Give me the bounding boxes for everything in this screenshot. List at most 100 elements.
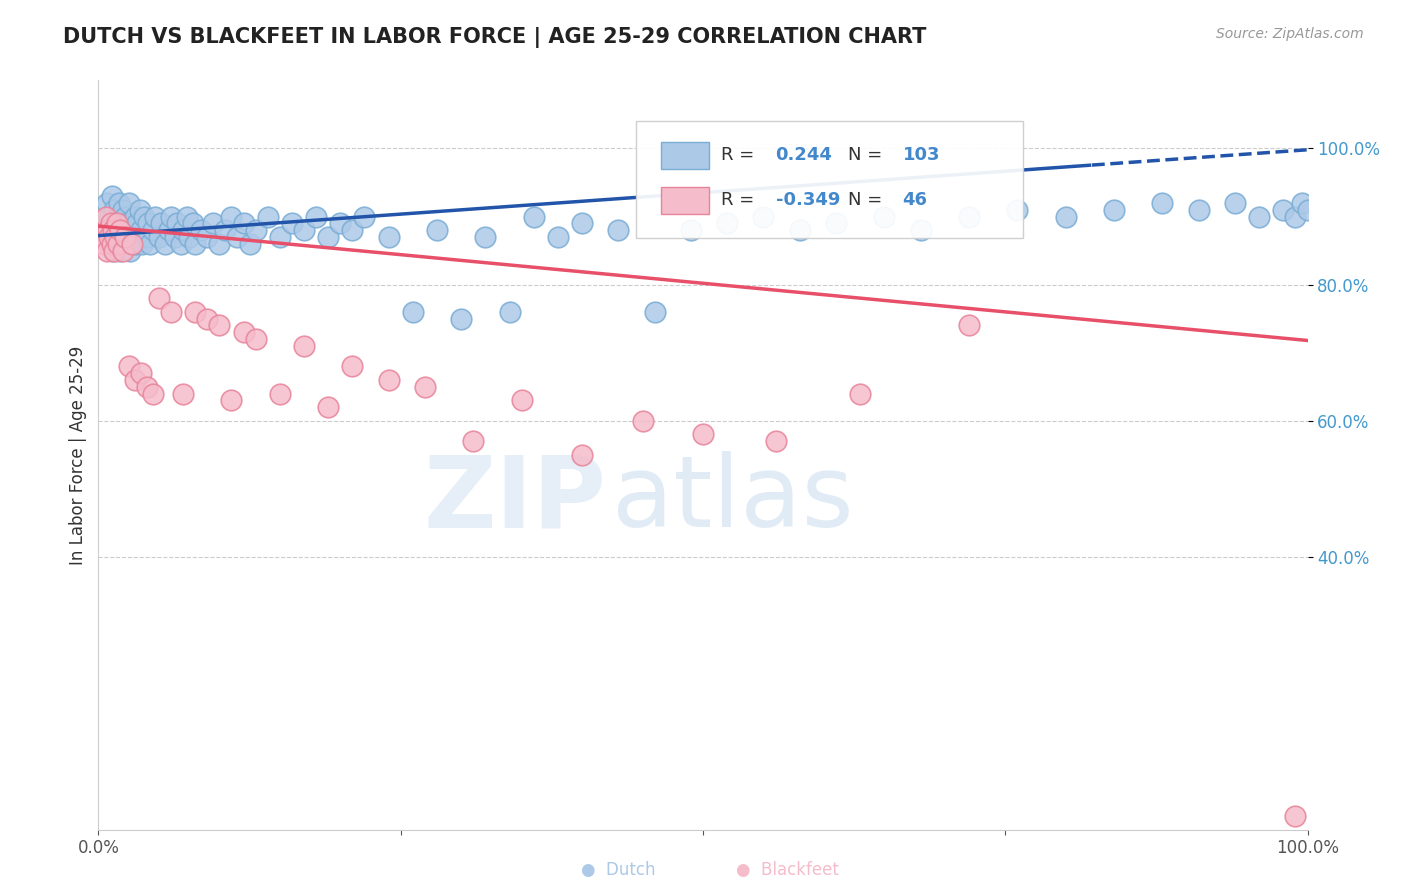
Point	[377, 373, 399, 387]
Text: N =: N =	[848, 191, 889, 209]
Text: Source: ZipAtlas.com: Source: ZipAtlas.com	[1216, 27, 1364, 41]
Point	[176, 210, 198, 224]
Point	[292, 223, 315, 237]
Point	[118, 195, 141, 210]
Text: 46: 46	[903, 191, 928, 209]
Point	[679, 223, 702, 237]
Point	[142, 223, 165, 237]
Point	[107, 230, 129, 244]
Point	[121, 230, 143, 244]
Point	[226, 230, 249, 244]
Point	[607, 223, 630, 237]
Point	[127, 230, 149, 244]
Point	[256, 210, 278, 224]
Point	[232, 216, 254, 230]
Point	[523, 210, 546, 224]
Point	[112, 236, 135, 251]
Point	[1272, 202, 1295, 217]
Point	[269, 230, 291, 244]
Point	[100, 236, 122, 251]
Point	[849, 386, 872, 401]
Point	[181, 216, 204, 230]
Point	[825, 216, 848, 230]
Point	[208, 236, 231, 251]
Text: atlas: atlas	[613, 451, 853, 549]
Point	[100, 236, 122, 251]
Point	[571, 216, 593, 230]
Point	[214, 223, 236, 237]
Point	[239, 236, 262, 251]
Point	[305, 210, 328, 224]
Point	[98, 210, 121, 224]
Point	[142, 386, 165, 401]
Point	[1188, 202, 1211, 217]
Point	[232, 326, 254, 340]
Point	[329, 216, 352, 230]
Point	[93, 236, 115, 251]
Point	[221, 393, 243, 408]
Point	[160, 305, 183, 319]
Point	[789, 223, 811, 237]
Point	[353, 210, 375, 224]
Point	[100, 189, 122, 203]
Point	[91, 230, 114, 244]
Point	[957, 318, 980, 333]
Point	[184, 236, 207, 251]
Point	[716, 216, 738, 230]
Point	[100, 216, 122, 230]
Point	[104, 230, 127, 244]
Point	[96, 195, 118, 210]
Point	[269, 386, 291, 401]
Point	[121, 236, 143, 251]
Point	[377, 230, 399, 244]
Point	[108, 195, 131, 210]
Point	[150, 216, 173, 230]
Point	[195, 230, 218, 244]
Point	[157, 223, 180, 237]
Point	[110, 230, 132, 244]
Point	[94, 210, 117, 224]
Point	[195, 311, 218, 326]
Point	[179, 230, 201, 244]
Point	[1054, 210, 1077, 224]
Point	[873, 210, 896, 224]
Point	[97, 230, 120, 244]
Point	[1284, 210, 1306, 224]
Text: N =: N =	[848, 146, 889, 164]
Point	[103, 202, 125, 217]
Point	[129, 223, 152, 237]
Point	[108, 244, 131, 258]
Point	[571, 448, 593, 462]
Point	[124, 373, 146, 387]
Point	[1102, 202, 1125, 217]
Point	[292, 339, 315, 353]
Point	[125, 236, 148, 251]
Point	[139, 236, 162, 251]
Point	[127, 216, 149, 230]
Point	[474, 230, 496, 244]
Text: 103: 103	[903, 146, 941, 164]
Point	[105, 236, 128, 251]
Point	[124, 210, 146, 224]
Text: R =: R =	[721, 191, 761, 209]
Point	[413, 380, 436, 394]
Point	[765, 434, 787, 449]
Point	[463, 434, 485, 449]
Point	[128, 202, 150, 217]
Point	[93, 223, 115, 237]
Point	[153, 236, 176, 251]
Point	[105, 216, 128, 230]
Text: R =: R =	[721, 146, 761, 164]
Point	[510, 393, 533, 408]
Point	[208, 318, 231, 333]
FancyBboxPatch shape	[661, 142, 709, 169]
Point	[148, 230, 170, 244]
Point	[108, 223, 131, 237]
Point	[1284, 809, 1306, 823]
Point	[98, 230, 121, 244]
Point	[114, 230, 136, 244]
Point	[148, 291, 170, 305]
Point	[245, 223, 267, 237]
Point	[103, 244, 125, 258]
Point	[111, 202, 134, 217]
